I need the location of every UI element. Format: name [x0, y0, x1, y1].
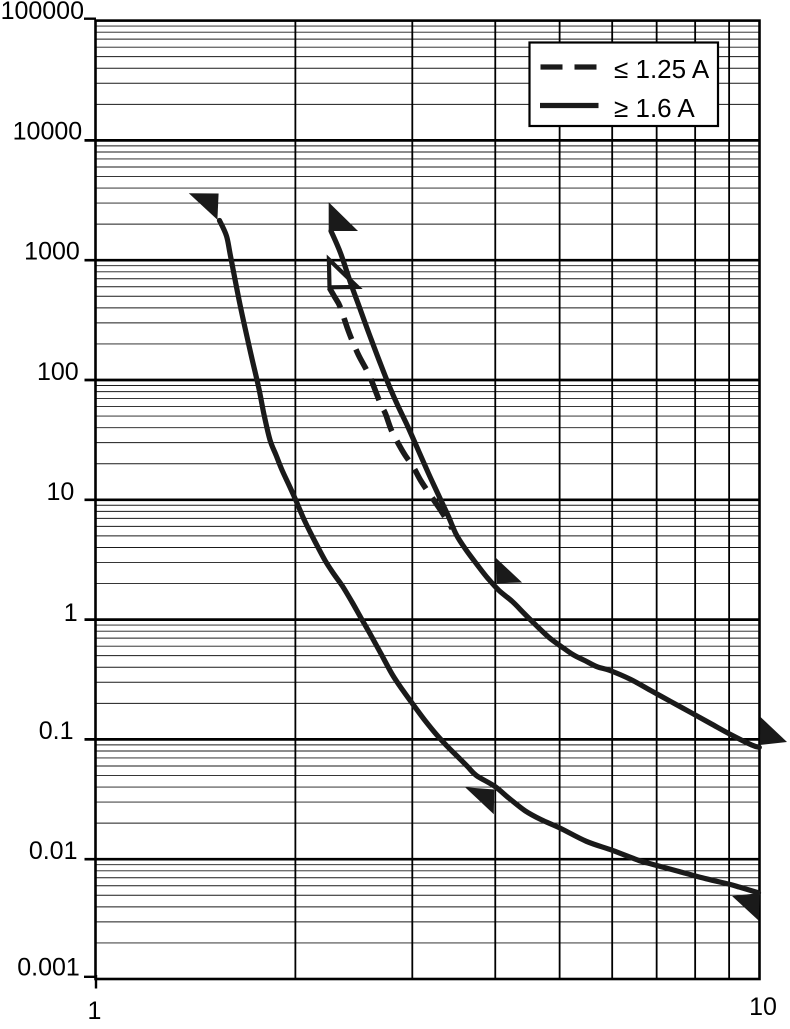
svg-text:100000: 100000	[1, 0, 84, 25]
svg-text:0.1: 0.1	[39, 717, 74, 745]
svg-text:0.001: 0.001	[17, 954, 80, 982]
svg-text:1: 1	[88, 997, 102, 1024]
svg-text:10: 10	[46, 478, 74, 506]
svg-text:0.01: 0.01	[29, 837, 78, 865]
svg-text:100: 100	[37, 358, 79, 386]
svg-text:10: 10	[749, 993, 777, 1021]
svg-text:10000: 10000	[13, 118, 83, 146]
svg-text:≥ 1.6 A: ≥ 1.6 A	[614, 93, 695, 123]
svg-text:≤ 1.25 A: ≤ 1.25 A	[614, 54, 710, 84]
svg-text:1000: 1000	[24, 238, 80, 266]
svg-text:1: 1	[64, 599, 78, 627]
